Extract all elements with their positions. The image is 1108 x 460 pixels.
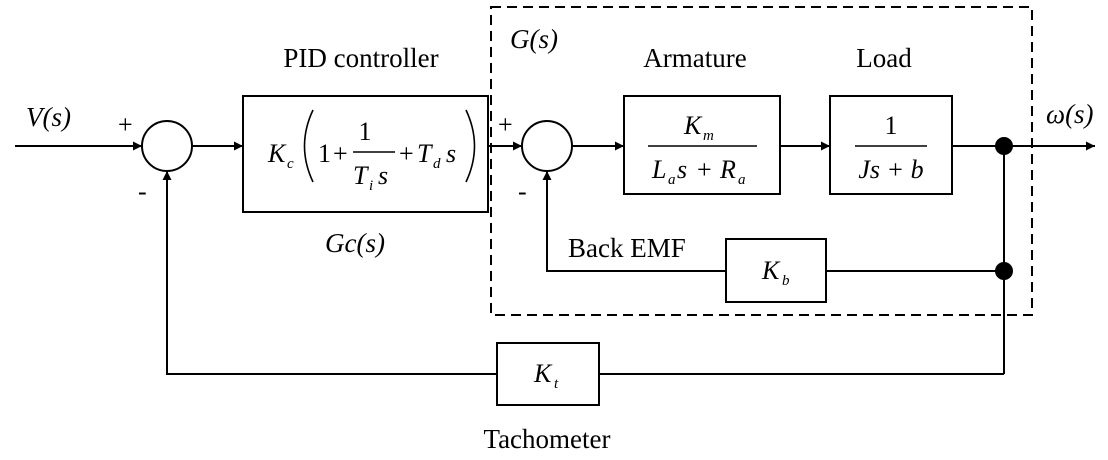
tacho-k: K (533, 359, 553, 388)
pid-ti-s: s (378, 161, 388, 190)
pid-plus-1: + (333, 139, 348, 168)
armature-transfer-function: K m L a s + R a (648, 111, 757, 188)
plant-boundary (490, 6, 1033, 316)
tacho-wire-left (162, 171, 497, 375)
pid-controller-block (242, 95, 489, 213)
armature-label: Armature (643, 43, 746, 73)
pid-right-paren (465, 109, 476, 183)
pid-kc: K (267, 139, 287, 168)
pid-td-s: s (446, 139, 456, 168)
armature-km-sub: m (703, 128, 714, 144)
pid-left-paren (303, 109, 314, 183)
g-s-label: G(s) (510, 24, 558, 54)
pid-transfer-function: K c 1 + 1 T i s + T d s (267, 109, 476, 194)
armature-km: K (683, 111, 703, 140)
gc-s-label: Gc(s) (325, 228, 385, 258)
load-den: Js + b (858, 155, 923, 184)
pid-td: T (417, 139, 433, 168)
armature-la: L (651, 155, 666, 184)
armature-la-sub: a (668, 172, 676, 188)
summing-junction-1 (141, 120, 193, 172)
pid-ti: T (353, 161, 369, 190)
pid-td-sub: d (433, 156, 441, 172)
pid-plus-2: + (399, 139, 414, 168)
pid-one: 1 (318, 139, 331, 168)
load-num: 1 (885, 111, 898, 140)
sum2-plus-sign: + (498, 110, 513, 139)
armature-ra-sub: a (738, 172, 746, 188)
load-transfer-function: 1 Js + b (855, 111, 927, 184)
input-signal-label: V(s) (26, 102, 71, 132)
armature-plus: + (697, 155, 712, 184)
pid-kc-sub: c (287, 156, 294, 172)
back-emf-k: K (761, 256, 781, 285)
back-emf-junction-dot (995, 262, 1013, 280)
load-block (829, 95, 953, 195)
sum1-plus-sign: + (118, 110, 133, 139)
back-emf-label: Back EMF (568, 233, 686, 263)
tachometer-block (496, 342, 600, 406)
tachometer-label: Tachometer (483, 424, 610, 454)
output-junction-dot (995, 137, 1013, 155)
back-emf-wire-left (542, 171, 726, 272)
load-label: Load (856, 43, 912, 73)
summing-junction-2 (521, 120, 573, 172)
sum2-minus-sign: - (518, 177, 527, 206)
back-emf-k-sub: b (782, 273, 790, 289)
tacho-k-sub: t (554, 376, 559, 392)
pid-controller-label: PID controller (283, 43, 438, 73)
armature-ra: R (719, 155, 736, 184)
sum1-minus-sign: - (138, 177, 147, 206)
pid-ti-sub: i (369, 178, 373, 194)
armature-s: s (677, 155, 687, 184)
output-signal-label: ω(s) (1046, 99, 1094, 129)
pid-frac-num: 1 (359, 117, 372, 146)
